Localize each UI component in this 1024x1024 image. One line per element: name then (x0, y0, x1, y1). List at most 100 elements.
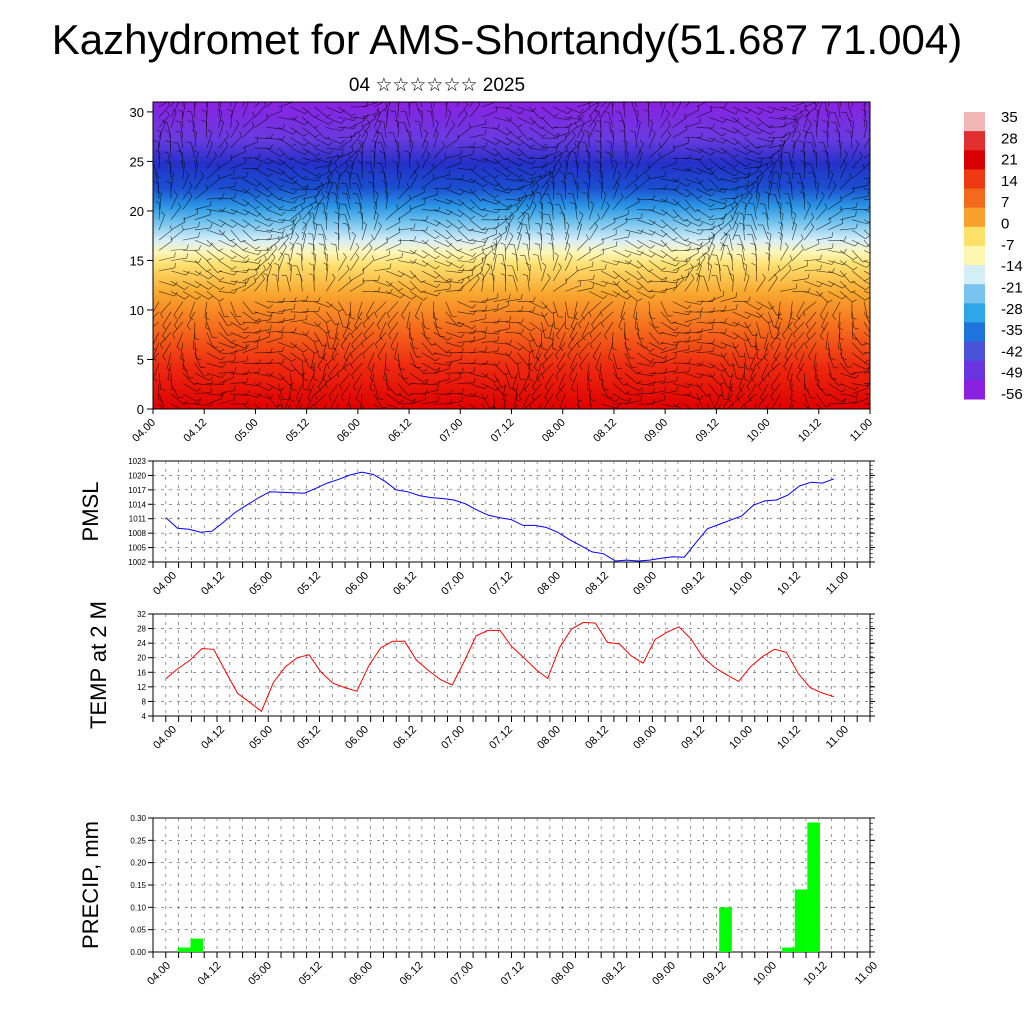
wind-barb (529, 205, 537, 220)
y-tick-label: 4 (142, 712, 147, 721)
wind-barb-flag (861, 108, 867, 112)
wind-barb (385, 291, 401, 299)
wind-barb-flag (473, 165, 477, 170)
wind-barb-flag (684, 113, 687, 119)
wind-barb (827, 111, 830, 128)
wind-barb (595, 352, 602, 368)
wind-barb (720, 362, 730, 377)
wind-barb (505, 188, 522, 191)
wind-barb (218, 301, 225, 317)
x-tick-label: 04.12 (199, 570, 227, 598)
wind-barb (684, 219, 700, 227)
wind-barb-flag (282, 298, 285, 303)
wind-barb (731, 254, 733, 271)
wind-barb (192, 121, 196, 138)
wind-barb (696, 241, 711, 251)
wind-barb-flag (592, 356, 597, 361)
wind-barb (493, 320, 510, 323)
colorbar-label: -35 (1001, 322, 1023, 339)
wind-barb-flag (590, 114, 592, 120)
wind-barb-flag (763, 357, 768, 362)
wind-barb (206, 393, 223, 396)
x-tick-label: 05.12 (295, 570, 323, 598)
wind-barb-flag (573, 180, 579, 184)
wind-barb-flag (409, 337, 415, 341)
wind-barb (349, 154, 359, 169)
wind-barb (696, 257, 706, 272)
wind-barb (383, 172, 387, 189)
wind-barb-flag (219, 298, 224, 302)
wind-barb (748, 383, 757, 398)
wind-barb-flag (473, 358, 476, 364)
wind-barb-flag (849, 119, 854, 123)
wind-barb-flag (389, 288, 393, 294)
wind-barb (254, 251, 269, 261)
wind-barb-flag (568, 316, 574, 319)
wind-barb (696, 275, 701, 292)
wind-barb-flag (758, 385, 762, 391)
wind-barb-flag (710, 192, 715, 197)
wind-barb-flag (863, 119, 868, 123)
wind-barb-flag (258, 381, 262, 387)
wind-barb-flag (328, 120, 333, 125)
wind-barb-flag (436, 283, 441, 288)
wind-barb (634, 311, 638, 328)
wind-barb (660, 301, 668, 317)
wind-barb-flag (829, 170, 834, 174)
wind-barb (528, 352, 530, 369)
wind-barb-flag (258, 367, 261, 373)
y-tick-label: 28 (137, 625, 146, 634)
wind-barb (357, 194, 363, 210)
wind-barb-flag (771, 365, 775, 371)
wind-barb (302, 373, 305, 390)
wind-barb-flag (521, 223, 527, 225)
wind-barb (541, 147, 558, 149)
wind-barb (533, 352, 542, 368)
wind-barb-flag (303, 185, 308, 189)
wind-barb (339, 373, 351, 386)
wind-barb-flag (365, 162, 371, 164)
wind-barb (363, 321, 375, 335)
wind-barb (445, 102, 447, 108)
wind-barb-flag (340, 119, 345, 124)
wind-barb-flag (234, 192, 237, 198)
wind-barb (290, 224, 296, 241)
wind-barb (374, 268, 390, 272)
wind-barb-flag (210, 223, 213, 229)
wind-barb (481, 321, 498, 324)
wind-barb (815, 383, 827, 396)
wind-barb (242, 219, 257, 229)
wind-barb (744, 106, 759, 115)
wind-barb-flag (650, 348, 655, 352)
wind-barb (792, 403, 794, 409)
wind-barb (481, 275, 485, 292)
wind-barb (790, 203, 793, 220)
y-tick-label: 24 (137, 639, 146, 648)
wind-barb-flag (325, 136, 331, 140)
wind-barb-flag (674, 215, 679, 219)
x-tick-label: 07.12 (489, 417, 517, 445)
wind-barb-flag (530, 327, 536, 332)
wind-barb-flag (819, 254, 822, 260)
wind-barb (397, 280, 412, 291)
wind-barb (672, 321, 689, 327)
wind-barb (313, 363, 315, 380)
wind-barb (648, 219, 663, 229)
x-tick-label: 05.00 (233, 417, 261, 445)
wind-barb-flag (352, 386, 357, 391)
wind-barb (290, 157, 306, 166)
wind-barb (784, 342, 793, 357)
wind-barb (362, 311, 375, 324)
wind-barb (543, 342, 554, 356)
wind-barb (230, 123, 240, 138)
wind-barb (421, 219, 437, 227)
wind-barb (574, 203, 578, 220)
wind-barb-flag (752, 334, 758, 337)
wind-barb (167, 362, 172, 379)
wind-barb (744, 137, 757, 149)
wind-barb (826, 121, 829, 138)
wind-barb-flag (662, 346, 668, 351)
wind-barb-flag (270, 134, 273, 139)
wind-barb (553, 255, 559, 271)
wind-barb (827, 342, 831, 359)
